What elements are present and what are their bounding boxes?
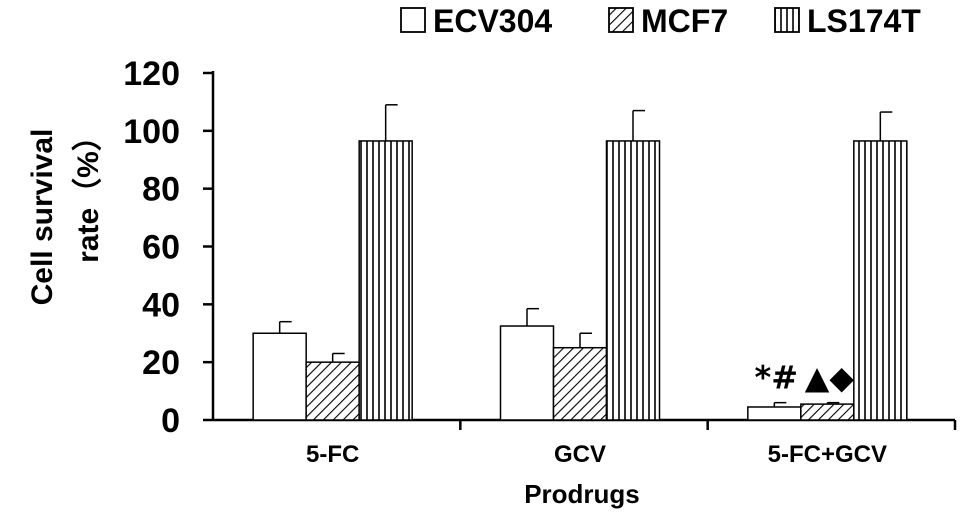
y-tick-label: 40 (142, 286, 180, 324)
legend-item-ecv304: ECV304 (400, 3, 552, 39)
x-tick-label: 5-FC (306, 441, 359, 468)
legend-item-mcf7: MCF7 (608, 3, 728, 39)
bar-mcf7-gcv (552, 346, 608, 421)
x-tick-label: GCV (554, 441, 606, 468)
y-tick-label: 60 (142, 229, 180, 267)
legend-swatch (400, 7, 426, 33)
legend-label: ECV304 (433, 3, 552, 39)
bar-ls174t-5-fc (358, 140, 413, 421)
y-axis-title: Cell survival rate（%） (26, 121, 105, 305)
y-tick-label: 20 (142, 344, 180, 382)
x-axis-title: Prodrugs (524, 479, 640, 509)
y-tick-label: 100 (123, 113, 180, 151)
significance-annotation: ▲◆ (805, 359, 855, 397)
x-tick-label: 5-FC+GCV (768, 441, 887, 468)
y-tick-label: 120 (123, 55, 180, 93)
legend-swatch (774, 7, 800, 33)
bar-ecv304-gcv (499, 325, 555, 421)
y-tick-label: 0 (161, 402, 180, 440)
bar-mcf7-5-fc (305, 361, 360, 421)
y-axis-title-line1: Cell survival (26, 129, 59, 306)
legend-swatch (608, 7, 634, 33)
legend: ECV304 MCF7 LS174T (400, 3, 921, 39)
bar-mcf7-5-fc-gcv (800, 403, 855, 421)
legend-label: LS174T (807, 3, 921, 39)
bar-ecv304-5-fc (252, 332, 307, 421)
significance-annotation: *# (755, 359, 799, 397)
bar-ls174t-gcv (605, 140, 661, 421)
bar-ls174t-5-fc-gcv (853, 140, 908, 421)
plot-area: 0 20 40 60 80 100 120 5-FC GCV 5-FC+GCV *# ▲◆ (123, 55, 957, 468)
y-axis-title-line2: rate（%） (71, 121, 105, 263)
legend-label: MCF7 (641, 3, 728, 39)
legend-item-ls174t: LS174T (774, 3, 921, 39)
y-tick-label: 80 (142, 171, 180, 209)
bar-ecv304-5-fc-gcv (747, 406, 802, 421)
